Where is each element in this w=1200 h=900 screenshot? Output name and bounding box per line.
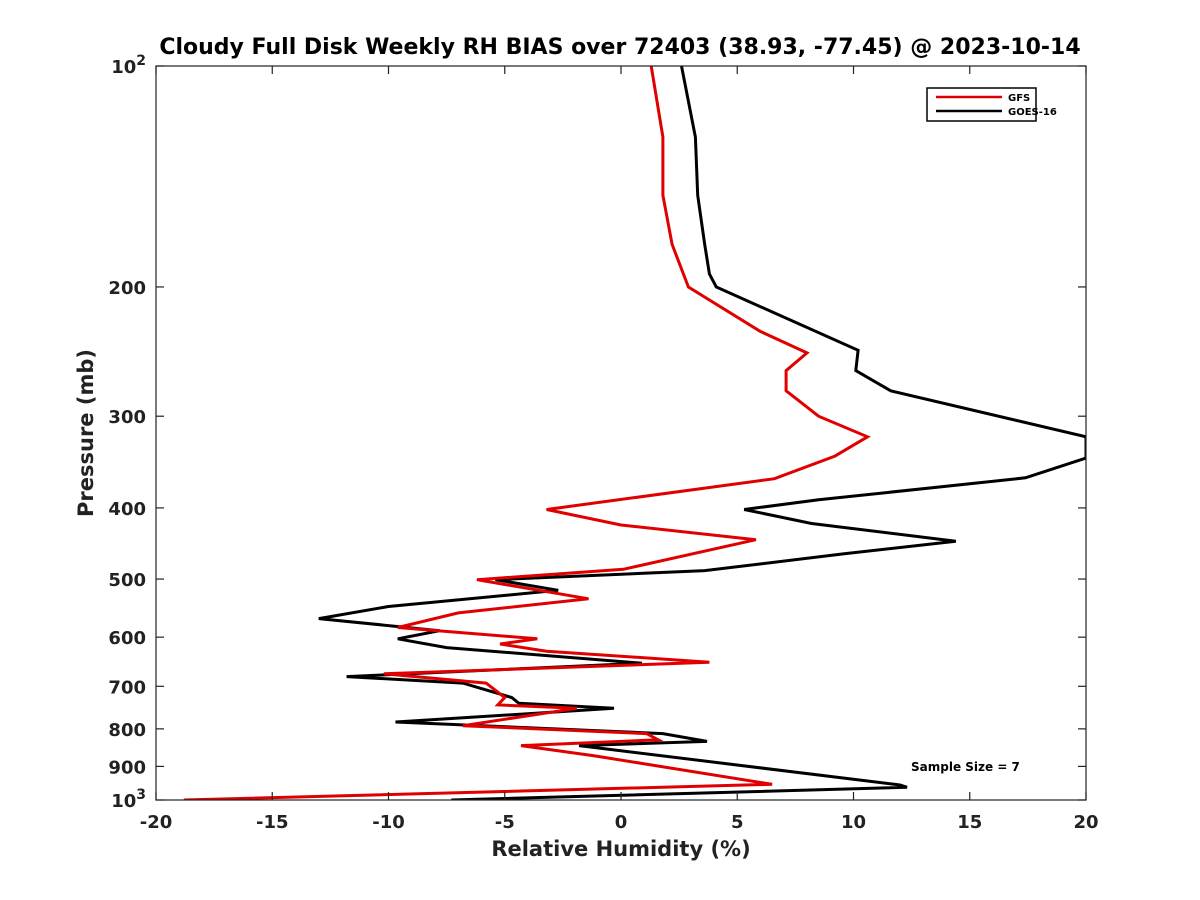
y-axis: 102 200 300 400 500 600 700 800 900 103 (108, 53, 1086, 812)
x-axis-label: Relative Humidity (%) (491, 837, 750, 861)
x-tick-label: 15 (957, 812, 982, 833)
y-tick-label: 500 (108, 570, 146, 591)
legend-label-goes16: GOES-16 (1008, 107, 1057, 118)
y-tick-label: 800 (108, 720, 146, 741)
y-tick-label: 103 (111, 787, 146, 812)
x-tick-label: 20 (1073, 812, 1098, 833)
chart-title: Cloudy Full Disk Weekly RH BIAS over 724… (159, 35, 1080, 60)
y-tick-label: 700 (108, 677, 146, 698)
series-layer (183, 66, 1086, 800)
y-tick-label: 600 (108, 628, 146, 649)
y-axis-label: Pressure (mb) (74, 349, 98, 517)
legend: GFS GOES-16 (926, 87, 1057, 122)
x-tick-label: -10 (372, 812, 405, 833)
sample-size-annotation: Sample Size = 7 (911, 760, 1020, 774)
x-tick-label: 10 (841, 812, 866, 833)
x-tick-label: -15 (256, 812, 289, 833)
x-tick-label: 5 (731, 812, 744, 833)
y-tick-label: 400 (108, 499, 146, 520)
x-tick-label: 0 (615, 812, 628, 833)
y-tick-label: 200 (108, 278, 146, 299)
y-tick-label: 900 (108, 757, 146, 778)
y-tick-label: 300 (108, 407, 146, 428)
series-line-goes16 (318, 66, 1086, 800)
x-tick-label: -20 (140, 812, 173, 833)
x-tick-label: -5 (495, 812, 515, 833)
legend-label-gfs: GFS (1008, 93, 1030, 104)
y-tick-label: 102 (111, 53, 146, 78)
x-axis: -20 -15 -10 -5 0 5 10 15 20 (140, 66, 1099, 833)
plot-area: -20 -15 -10 -5 0 5 10 15 20 102 200 300 400 500 600 70… (108, 53, 1098, 833)
series-line-gfs (183, 66, 871, 800)
legend-box (926, 87, 1037, 122)
